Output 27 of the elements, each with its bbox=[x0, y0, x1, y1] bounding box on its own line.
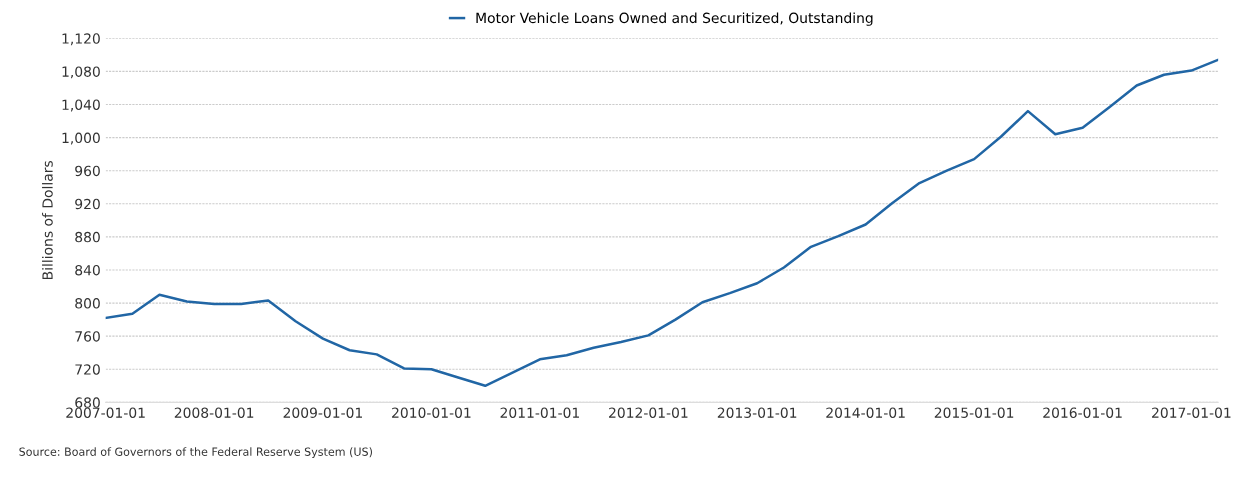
x-tick-label: 2015-01-01 bbox=[934, 407, 1014, 418]
y-tick-label: 1,000 bbox=[62, 132, 100, 145]
y-axis-title: Billions of Dollars bbox=[42, 160, 53, 280]
y-tick-label: 1,120 bbox=[62, 33, 100, 46]
y-tick-label: 680 bbox=[75, 397, 100, 408]
x-tick-label: 2011-01-01 bbox=[500, 407, 579, 418]
x-tick-label: 2012-01-01 bbox=[609, 407, 688, 418]
x-tick-label: 2014-01-01 bbox=[826, 407, 905, 418]
x-tick-label: 2009-01-01 bbox=[283, 407, 362, 418]
x-tick-label: 2010-01-01 bbox=[392, 407, 471, 418]
y-tick-label: 880 bbox=[75, 231, 100, 243]
y-tick-label: 720 bbox=[75, 364, 100, 375]
y-tick-label: 1,080 bbox=[62, 66, 100, 79]
x-tick-label: 2017-01-01 bbox=[1152, 407, 1231, 418]
x-tick-label: 2013-01-01 bbox=[717, 407, 797, 418]
x-tick-label: 2016-01-01 bbox=[1043, 407, 1122, 418]
y-tick-label: 920 bbox=[75, 198, 100, 210]
source-note: Source: Board of Governors of the Federal Reserve System (US) bbox=[19, 447, 372, 459]
y-tick-label: 760 bbox=[75, 331, 100, 342]
y-tick-label: 800 bbox=[75, 298, 100, 309]
x-tick-label: 2007-01-01 bbox=[66, 407, 145, 418]
legend-label: Motor Vehicle Loans Owned and Securitized, Outstanding bbox=[476, 12, 873, 26]
x-tick-label: 2008-01-01 bbox=[174, 407, 254, 418]
y-tick-label: 1,040 bbox=[62, 99, 100, 112]
y-tick-label: 960 bbox=[75, 165, 100, 177]
y-tick-label: 840 bbox=[75, 264, 100, 276]
line-series bbox=[105, 58, 1219, 388]
